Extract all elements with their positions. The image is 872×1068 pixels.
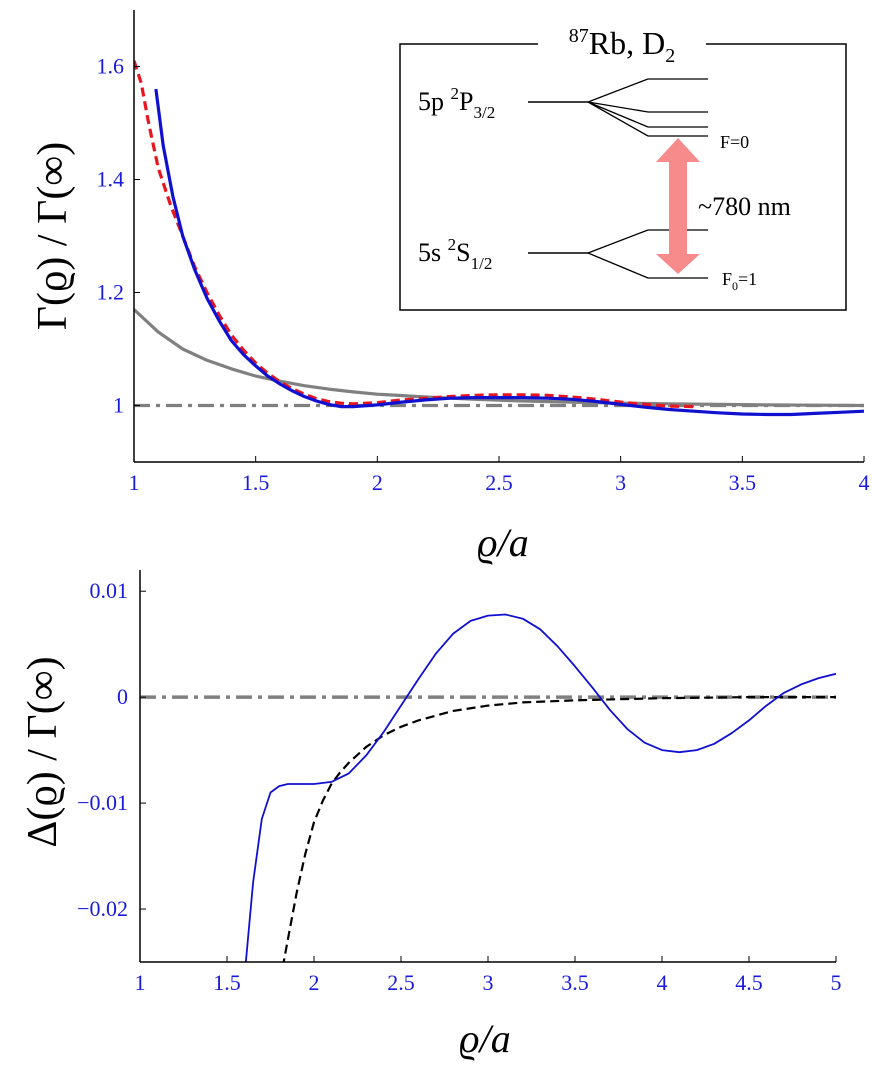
top-series-red-dashed — [134, 60, 694, 409]
transition-arrow — [656, 138, 700, 274]
top-x-tick-label: 4 — [859, 470, 870, 495]
inset-title-text: Rb, D — [589, 25, 665, 61]
top-series-gray-solid — [134, 308, 864, 408]
top-y-tick-label: 1.4 — [97, 167, 125, 192]
upper-hyperfine-fan — [587, 78, 649, 137]
inset-title-sub: 2 — [665, 45, 675, 67]
upper-level-sub: 3/2 — [473, 103, 495, 122]
wavelength-label: ~780 nm — [698, 192, 791, 221]
lower-level-term: S — [456, 238, 470, 267]
bottom-series-group — [140, 613, 836, 962]
bottom-y-tick-label: −0.01 — [77, 790, 128, 815]
top-x-tick-label: 2.5 — [485, 470, 513, 495]
bottom-series-black-dashed — [282, 695, 836, 962]
top-chart: 1 1.5 2 2.5 3 3.5 411.21.41.6 Γ(ϱ) / Γ(∞) ϱ/a … — [30, 10, 870, 565]
bottom-x-tick-label: 4 — [657, 970, 668, 995]
top-y-axis-label: Γ(ϱ) / Γ(∞) — [30, 142, 76, 331]
bottom-chart: 1 1.5 2 2.5 3 3.5 4 4.5 5 0.01 0 −0.01 −0.02 Δ(ϱ) / … — [20, 570, 842, 1061]
top-x-tick-label: 3.5 — [729, 470, 757, 495]
lower-level-sub: 1/2 — [471, 254, 493, 273]
bottom-y-axis-label: Δ(ϱ) / Γ(∞) — [20, 656, 66, 847]
inset-frame — [399, 43, 847, 311]
inset-title: 87Rb, D2 — [569, 25, 675, 67]
bottom-x-tick-label: 3.5 — [561, 970, 589, 995]
top-x-tick-label: 2 — [372, 470, 383, 495]
top-ticks: 1 1.5 2 2.5 3 3.5 4 1 1.2 1.4 1.6 — [97, 54, 870, 496]
lower-level-config: 5s — [418, 238, 448, 267]
top-y-tick-label: 1 — [113, 393, 124, 418]
bottom-y-tick-label: 0 — [117, 684, 128, 709]
top-x-tick-label: 3 — [615, 470, 626, 495]
lower-F-label: F0=1 — [722, 269, 757, 293]
energy-level-inset: 87Rb, D2 5p 2P3/2 F=0 5s 2S1/2 F0=1 — [399, 25, 847, 311]
inset-title-isotope: 87 — [569, 25, 589, 47]
transition-arrow-shape — [656, 138, 700, 274]
lower-F-prefix: F — [722, 269, 732, 289]
top-y-tick-label: 1.2 — [97, 280, 125, 305]
bottom-x-tick-label: 5 — [831, 970, 842, 995]
bottom-y-tick-label: 0.01 — [90, 578, 129, 603]
bottom-x-tick-label: 2 — [309, 970, 320, 995]
top-series-blue-solid — [154, 88, 864, 417]
top-x-tick-label: 1 — [129, 470, 140, 495]
upper-level-label: 5p 2P3/2 — [418, 84, 495, 122]
upper-level-sup: 2 — [451, 84, 460, 103]
top-x-axis-label: ϱ/a — [477, 520, 528, 565]
top-y-tick-label: 1.6 — [97, 54, 125, 79]
top-series-group — [134, 60, 864, 417]
bottom-x-tick-label: 4.5 — [735, 970, 763, 995]
bottom-x-tick-label: 1 — [135, 970, 146, 995]
top-x-tick-label: 1.5 — [242, 470, 270, 495]
upper-level-term: P — [459, 87, 473, 116]
lower-hyperfine-fan — [587, 229, 649, 279]
lower-F-sub: 0 — [732, 279, 738, 293]
bottom-x-axis-label: ϱ/a — [459, 1016, 510, 1061]
lower-F-suffix: =1 — [738, 269, 757, 289]
lower-level-sup: 2 — [448, 235, 457, 254]
lower-level-label: 5s 2S1/2 — [418, 235, 492, 273]
upper-level-config: 5p — [418, 87, 451, 116]
bottom-x-tick-label: 2.5 — [387, 970, 415, 995]
bottom-ticks: 1 1.5 2 2.5 3 3.5 4 4.5 5 0.01 0 −0.01 −0.02 — [77, 578, 841, 995]
upper-F-label: F=0 — [720, 132, 749, 152]
bottom-series-blue-solid — [244, 613, 836, 962]
bottom-x-tick-label: 1.5 — [213, 970, 241, 995]
bottom-y-tick-label: −0.02 — [77, 896, 128, 921]
bottom-x-tick-label: 3 — [483, 970, 494, 995]
